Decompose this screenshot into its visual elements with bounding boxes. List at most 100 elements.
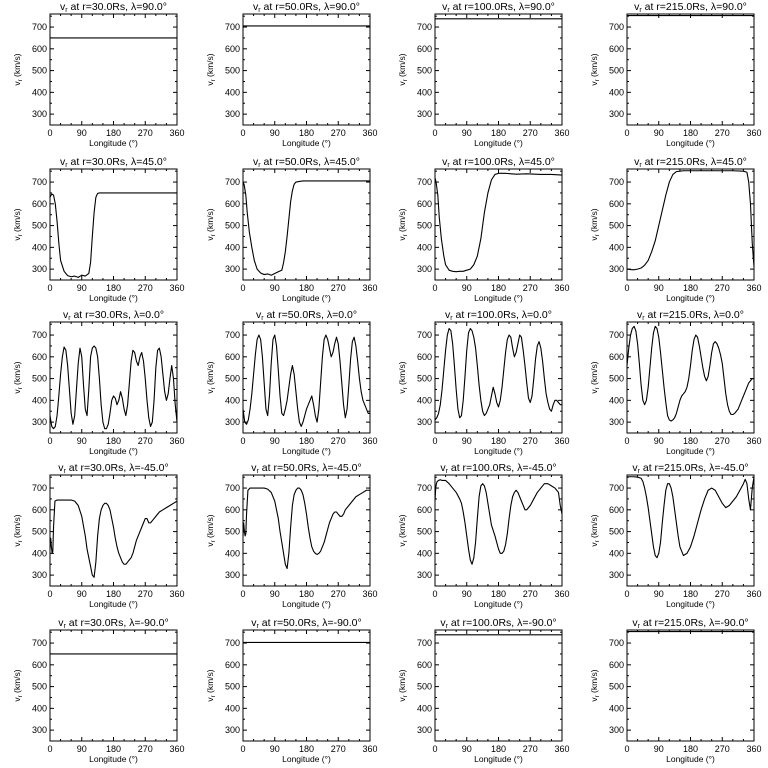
x-axis-label: Longitude (°) bbox=[666, 599, 715, 609]
y-tick-label: 400 bbox=[225, 548, 240, 558]
x-tick-label: 360 bbox=[746, 436, 761, 446]
x-tick-label: 270 bbox=[331, 128, 346, 138]
panel-title-subscript: r bbox=[68, 315, 71, 322]
y-tick-label: 500 bbox=[32, 66, 47, 76]
y-axis-label-subscript: r bbox=[403, 695, 409, 697]
axes-frame bbox=[626, 13, 755, 126]
y-axis-label-unit: (km/s) bbox=[205, 361, 215, 387]
y-tick-label: 700 bbox=[225, 330, 240, 340]
y-axis-label-unit: (km/s) bbox=[397, 208, 407, 234]
y-tick-label: 400 bbox=[609, 703, 624, 713]
panel-title-symbol: v bbox=[251, 462, 257, 474]
y-axis-label: vr (km/s) bbox=[12, 208, 24, 240]
y-axis-label-unit: (km/s) bbox=[589, 361, 599, 387]
y-tick-label: 500 bbox=[225, 682, 240, 692]
panel-title-rest: at r=100.0Rs, λ=-90.0° bbox=[448, 617, 557, 629]
panel-title-symbol: v bbox=[58, 617, 64, 629]
panel-title: vr at r=215.0Rs, λ=90.0° bbox=[634, 1, 747, 14]
panel-title-subscript: r bbox=[447, 162, 450, 169]
x-tick-label: 0 bbox=[47, 436, 52, 446]
y-tick-label: 300 bbox=[225, 570, 240, 580]
y-axis-label-subscript: r bbox=[595, 79, 601, 81]
x-tick-label: 90 bbox=[270, 744, 280, 754]
y-tick-label: 400 bbox=[225, 395, 240, 405]
panel-title-subscript: r bbox=[638, 623, 641, 630]
series-line bbox=[626, 325, 754, 422]
panel-title-subscript: r bbox=[258, 7, 261, 14]
x-tick-label: 0 bbox=[240, 589, 245, 599]
x-tick-label: 0 bbox=[624, 128, 629, 138]
panel-title-rest: at r=100.0Rs, λ=-45.0° bbox=[448, 462, 557, 474]
y-axis-label-subscript: r bbox=[403, 540, 409, 542]
y-tick-label: 400 bbox=[417, 703, 432, 713]
x-tick-label: 0 bbox=[624, 589, 629, 599]
y-axis-label: vr (km/s) bbox=[589, 514, 601, 546]
x-tick-label: 0 bbox=[47, 589, 52, 599]
panel-title: vr at r=30.0Rs, λ=0.0° bbox=[63, 309, 164, 322]
panel-title-subscript: r bbox=[65, 7, 68, 14]
y-axis-label: vr (km/s) bbox=[12, 514, 24, 546]
y-axis-label-subscript: r bbox=[18, 540, 24, 542]
panel: vr at r=100.0Rs, λ=-45.0°0 90 180 270 360300… bbox=[397, 462, 570, 609]
y-axis-label-symbol: v bbox=[205, 236, 215, 241]
panel-title-rest: at r=215.0Rs, λ=90.0° bbox=[642, 1, 747, 13]
y-tick-label: 500 bbox=[417, 527, 432, 537]
y-tick-label: 500 bbox=[32, 221, 47, 231]
panel-title-rest: at r=30.0Rs, λ=90.0° bbox=[68, 1, 167, 13]
x-tick-label: 180 bbox=[491, 436, 506, 446]
x-tick-label: 270 bbox=[331, 744, 346, 754]
axes-frame bbox=[49, 13, 178, 126]
x-tick-label: 360 bbox=[362, 283, 377, 293]
panel-title-rest: at r=30.0Rs, λ=-90.0° bbox=[66, 617, 169, 629]
axes-frame bbox=[242, 168, 371, 281]
x-tick-label: 90 bbox=[77, 283, 87, 293]
x-axis-label: Longitude (°) bbox=[282, 446, 331, 456]
y-tick-label: 300 bbox=[609, 264, 624, 274]
y-tick-label: 600 bbox=[417, 505, 432, 515]
x-tick-label: 180 bbox=[683, 436, 698, 446]
y-axis-label-unit: (km/s) bbox=[205, 514, 215, 540]
panel-title-symbol: v bbox=[253, 156, 259, 168]
y-axis-label-unit: (km/s) bbox=[12, 208, 22, 234]
y-tick-label: 400 bbox=[417, 548, 432, 558]
x-tick-label: 90 bbox=[270, 128, 280, 138]
panel-title-symbol: v bbox=[60, 1, 66, 13]
x-tick-label: 270 bbox=[715, 283, 730, 293]
x-axis-label: Longitude (°) bbox=[474, 599, 523, 609]
x-tick-label: 270 bbox=[715, 436, 730, 446]
y-tick-label: 400 bbox=[417, 395, 432, 405]
series-line bbox=[242, 334, 370, 428]
y-axis-label-unit: (km/s) bbox=[589, 669, 599, 695]
y-axis-label-symbol: v bbox=[397, 236, 407, 241]
panel-title-symbol: v bbox=[442, 1, 448, 13]
series-line bbox=[626, 170, 755, 271]
y-axis-label-unit: (km/s) bbox=[205, 53, 215, 79]
y-axis-label-symbol: v bbox=[397, 542, 407, 547]
y-axis-label-symbol: v bbox=[205, 697, 215, 702]
y-axis-label-unit: (km/s) bbox=[397, 53, 407, 79]
y-axis-label-symbol: v bbox=[589, 236, 599, 241]
y-tick-label: 300 bbox=[609, 109, 624, 119]
y-tick-label: 500 bbox=[417, 374, 432, 384]
panel: vr at r=215.0Rs, λ=-90.0°0 90 180 270 360300… bbox=[589, 617, 762, 764]
y-axis-label-unit: (km/s) bbox=[12, 669, 22, 695]
y-tick-label: 300 bbox=[417, 109, 432, 119]
y-axis-label-unit: (km/s) bbox=[397, 514, 407, 540]
panel: vr at r=30.0Rs, λ=45.0°0 90 180 270 36030040… bbox=[12, 156, 185, 303]
panel-title: vr at r=215.0Rs, λ=-45.0° bbox=[632, 462, 748, 475]
panel-title: vr at r=100.0Rs, λ=0.0° bbox=[445, 309, 552, 322]
y-axis-label-unit: (km/s) bbox=[397, 669, 407, 695]
axes-frame bbox=[49, 629, 178, 742]
y-axis-label: vr (km/s) bbox=[589, 669, 601, 701]
y-axis-label-subscript: r bbox=[211, 540, 217, 542]
y-axis-label-symbol: v bbox=[12, 697, 22, 702]
series-line bbox=[49, 192, 177, 278]
y-axis-label-subscript: r bbox=[18, 234, 24, 236]
panel-title: vr at r=100.0Rs, λ=-90.0° bbox=[440, 617, 556, 630]
y-axis-label-subscript: r bbox=[18, 79, 24, 81]
panel-title-subscript: r bbox=[64, 623, 67, 630]
panel-title: vr at r=50.0Rs, λ=0.0° bbox=[256, 309, 357, 322]
x-tick-label: 360 bbox=[746, 283, 761, 293]
x-tick-label: 90 bbox=[462, 283, 472, 293]
